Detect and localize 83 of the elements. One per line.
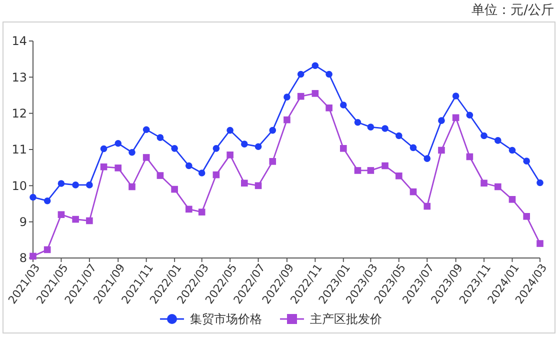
point	[142, 154, 150, 161]
y-tick-label: 11	[12, 142, 27, 157]
point	[452, 92, 460, 100]
point	[480, 180, 488, 187]
legend-label: 集贸市场价格	[190, 312, 262, 326]
point	[284, 94, 290, 100]
point	[424, 202, 431, 210]
point	[254, 182, 262, 190]
point	[396, 132, 402, 140]
point	[58, 180, 65, 187]
point	[297, 70, 304, 78]
point	[410, 188, 417, 196]
point	[185, 206, 192, 213]
point	[297, 92, 304, 100]
point	[128, 148, 136, 156]
point	[466, 112, 474, 119]
point	[142, 126, 150, 134]
point	[354, 167, 362, 174]
point	[254, 143, 262, 150]
point	[340, 145, 347, 152]
y-tick-label: 13	[12, 70, 27, 84]
y-tick-label: 9	[19, 215, 27, 230]
point	[72, 182, 79, 188]
point	[466, 153, 474, 160]
point	[326, 104, 332, 112]
point	[171, 186, 178, 193]
point	[171, 145, 178, 152]
point	[508, 196, 516, 203]
point	[326, 70, 332, 78]
point	[156, 172, 164, 179]
point	[523, 213, 530, 220]
point	[198, 208, 206, 216]
point	[523, 158, 530, 164]
text: 单位：元/公斤	[472, 3, 554, 18]
point	[198, 170, 206, 176]
point	[226, 126, 234, 134]
point	[86, 182, 93, 188]
point	[536, 240, 544, 247]
point	[452, 114, 460, 122]
point	[30, 194, 36, 201]
point	[536, 179, 544, 186]
point	[312, 90, 319, 97]
point	[100, 163, 108, 170]
point	[100, 145, 108, 152]
y-tick-label: 12	[12, 106, 27, 121]
point	[438, 117, 445, 124]
point	[226, 152, 234, 158]
point	[72, 216, 79, 223]
point	[424, 155, 431, 162]
point	[86, 217, 93, 224]
point	[410, 144, 417, 152]
point	[340, 102, 347, 108]
point	[58, 211, 65, 218]
point	[269, 126, 276, 134]
y-tick-label: 14	[12, 34, 27, 48]
point	[354, 118, 362, 126]
point	[269, 158, 276, 165]
point	[480, 132, 488, 140]
y-tick-label: 8	[19, 251, 27, 266]
point	[382, 125, 388, 132]
point	[396, 172, 402, 180]
point	[367, 124, 374, 130]
point	[312, 62, 319, 69]
point	[156, 134, 164, 141]
point	[114, 164, 122, 172]
point	[212, 171, 220, 178]
point	[185, 162, 192, 170]
point	[494, 183, 502, 190]
point	[367, 167, 374, 174]
point	[284, 116, 290, 124]
point	[44, 197, 51, 204]
point	[128, 183, 136, 190]
point	[382, 162, 388, 170]
point	[494, 137, 502, 144]
y-tick-label: 10	[12, 178, 27, 193]
point	[44, 246, 51, 254]
point	[212, 145, 220, 152]
legend-label: 主产区批发价	[310, 312, 382, 326]
point	[241, 140, 248, 148]
point	[438, 146, 445, 154]
point	[508, 146, 516, 154]
point	[241, 180, 248, 187]
point	[114, 140, 122, 147]
